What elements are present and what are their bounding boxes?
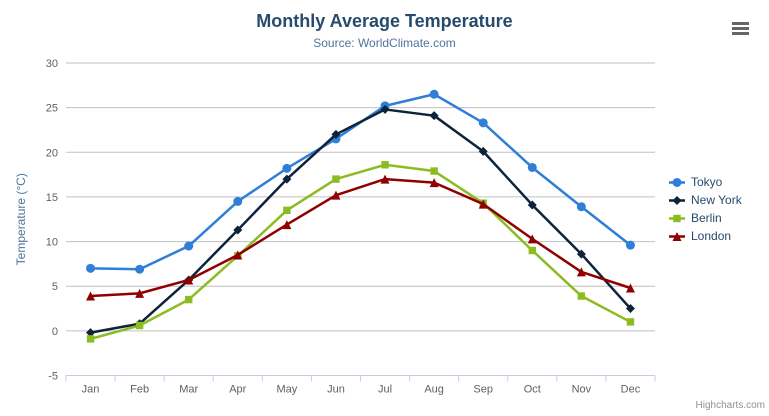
y-axis-label: 20 bbox=[46, 147, 58, 159]
data-point-marker[interactable] bbox=[283, 206, 291, 215]
data-point-marker[interactable] bbox=[282, 220, 292, 230]
data-point-marker[interactable] bbox=[576, 202, 586, 212]
x-axis-label: Sep bbox=[473, 384, 493, 396]
legend-item-tokyo[interactable]: Tokyo bbox=[668, 175, 742, 189]
chart-title: Monthly Average Temperature bbox=[256, 11, 513, 31]
data-point-marker[interactable] bbox=[528, 246, 536, 255]
legend: Tokyo New York Berlin London bbox=[668, 175, 742, 243]
data-point-marker[interactable] bbox=[380, 104, 390, 114]
data-point-marker[interactable] bbox=[527, 200, 537, 210]
data-point-marker[interactable] bbox=[577, 292, 586, 300]
x-axis-label: Nov bbox=[572, 384, 592, 396]
series-line bbox=[89, 108, 632, 334]
data-point-marker[interactable] bbox=[576, 249, 586, 259]
data-point-marker[interactable] bbox=[135, 321, 144, 330]
data-point-marker[interactable] bbox=[527, 162, 537, 172]
highcharts-credit[interactable]: Highcharts.com bbox=[695, 400, 765, 411]
data-point-marker[interactable] bbox=[478, 146, 488, 156]
legend-item-label: London bbox=[691, 229, 732, 243]
data-point-marker[interactable] bbox=[672, 177, 682, 187]
data-point-marker[interactable] bbox=[429, 111, 439, 121]
x-axis-label: Mar bbox=[179, 384, 198, 396]
circle-legend-icon bbox=[669, 177, 685, 187]
data-point-marker[interactable] bbox=[331, 129, 341, 139]
square-legend-icon bbox=[669, 214, 685, 222]
series-london[interactable] bbox=[86, 174, 635, 301]
y-axis-label: 30 bbox=[46, 58, 58, 70]
data-point-marker[interactable] bbox=[331, 190, 341, 200]
y-axis-label: 5 bbox=[52, 281, 58, 293]
data-point-marker[interactable] bbox=[673, 214, 681, 222]
x-axis-label: Feb bbox=[130, 384, 149, 396]
x-axis-label: Dec bbox=[621, 384, 641, 396]
data-point-marker[interactable] bbox=[282, 174, 292, 184]
x-axis-label: Apr bbox=[229, 384, 246, 396]
legend-item-berlin[interactable]: Berlin bbox=[668, 211, 742, 225]
y-axis-label: 0 bbox=[52, 326, 58, 338]
data-point-marker[interactable] bbox=[625, 304, 635, 314]
data-point-marker[interactable] bbox=[282, 163, 292, 173]
data-point-marker[interactable] bbox=[233, 250, 243, 260]
chart-subtitle: Source: WorldClimate.com bbox=[313, 36, 456, 50]
data-point-marker[interactable] bbox=[185, 295, 193, 304]
x-axis-label: Oct bbox=[524, 384, 541, 396]
series-line bbox=[89, 177, 632, 298]
data-point-marker[interactable] bbox=[625, 240, 635, 250]
y-axis-title: Temperature (°C) bbox=[14, 173, 28, 265]
data-point-marker[interactable] bbox=[478, 199, 488, 209]
y-axis-label: 10 bbox=[46, 237, 58, 249]
y-axis-label: 25 bbox=[46, 103, 58, 115]
data-point-marker[interactable] bbox=[332, 175, 340, 183]
x-axis-label: May bbox=[276, 384, 297, 396]
data-point-marker[interactable] bbox=[184, 241, 194, 251]
hamburger-icon bbox=[731, 26, 749, 30]
hamburger-icon bbox=[731, 31, 749, 35]
data-point-marker[interactable] bbox=[429, 178, 439, 188]
series-line bbox=[89, 93, 632, 271]
data-point-marker[interactable] bbox=[430, 167, 438, 175]
x-axis-label: Jun bbox=[327, 384, 345, 396]
diamond-legend-icon bbox=[669, 195, 685, 205]
data-point-marker[interactable] bbox=[233, 196, 243, 206]
data-point-marker[interactable] bbox=[380, 174, 390, 184]
data-point-marker[interactable] bbox=[672, 231, 682, 241]
data-point-marker[interactable] bbox=[86, 263, 96, 273]
legend-item-london[interactable]: London bbox=[668, 229, 742, 243]
data-point-marker[interactable] bbox=[184, 275, 194, 285]
legend-item-label: New York bbox=[691, 193, 742, 207]
legend-item-new-york[interactable]: New York bbox=[668, 193, 742, 207]
series-new-york[interactable] bbox=[86, 104, 635, 338]
y-axis-label: 15 bbox=[46, 192, 58, 204]
hamburger-icon bbox=[731, 21, 749, 25]
data-point-marker[interactable] bbox=[86, 291, 96, 301]
x-axis-label: Jul bbox=[378, 384, 392, 396]
data-point-marker[interactable] bbox=[381, 161, 389, 169]
data-point-marker[interactable] bbox=[233, 225, 243, 235]
data-point-marker[interactable] bbox=[429, 89, 439, 99]
triangle-legend-icon bbox=[669, 231, 685, 241]
data-point-marker[interactable] bbox=[625, 283, 635, 293]
data-point-marker[interactable] bbox=[86, 328, 96, 338]
data-point-marker[interactable] bbox=[135, 264, 145, 274]
data-point-marker[interactable] bbox=[672, 195, 682, 205]
x-axis-label: Jan bbox=[82, 384, 100, 396]
y-axis-label: -5 bbox=[48, 371, 58, 383]
export-menu-button[interactable] bbox=[728, 18, 752, 38]
data-point-marker[interactable] bbox=[626, 318, 635, 326]
series-tokyo[interactable] bbox=[86, 89, 635, 274]
data-point-marker[interactable] bbox=[135, 288, 145, 298]
x-axis-label: Aug bbox=[424, 384, 444, 396]
series-line bbox=[89, 163, 632, 341]
legend-item-label: Tokyo bbox=[691, 175, 723, 189]
data-point-marker[interactable] bbox=[478, 118, 488, 128]
data-point-marker[interactable] bbox=[527, 234, 537, 244]
data-point-marker[interactable] bbox=[576, 267, 586, 277]
legend-item-label: Berlin bbox=[691, 211, 722, 225]
data-point-marker[interactable] bbox=[86, 335, 95, 343]
